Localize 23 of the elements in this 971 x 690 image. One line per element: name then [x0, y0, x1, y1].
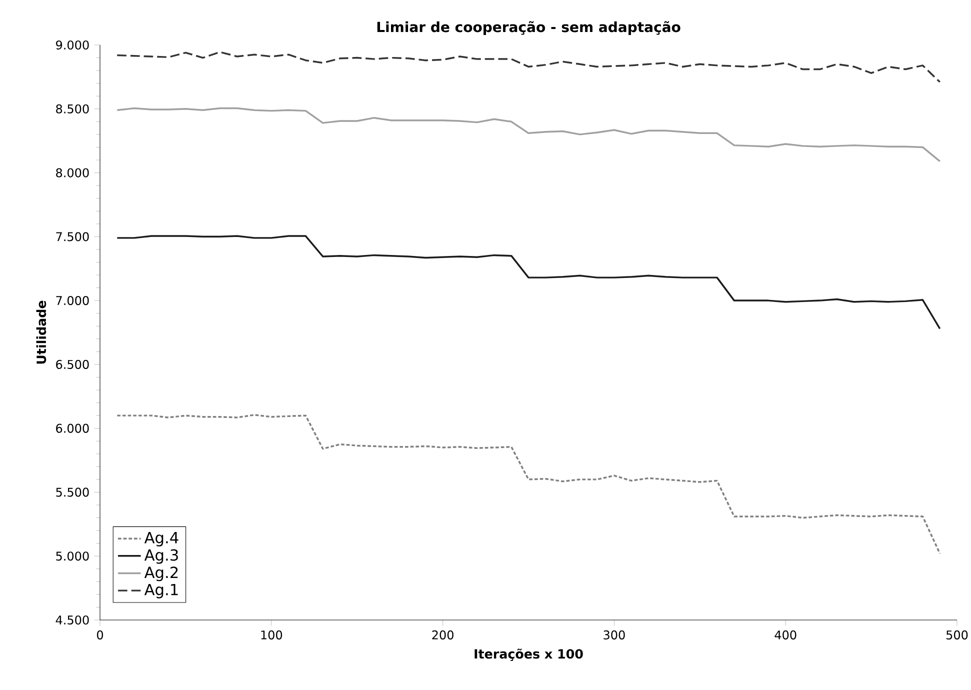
- x-tick-label: 200: [432, 630, 454, 640]
- x-tick-label: 300: [604, 630, 625, 640]
- x-tick-label: 0: [96, 630, 104, 640]
- y-tick-label: 5.500: [56, 488, 89, 497]
- y-tick-label: 6.000: [56, 424, 89, 433]
- legend-label: Ag.4: [144, 532, 178, 546]
- legend-label: Ag.1: [144, 584, 178, 598]
- y-tick-label: 4.500: [56, 615, 89, 625]
- legend-label: Ag.3: [144, 549, 178, 564]
- y-tick-label: 8.500: [56, 104, 89, 114]
- y-tick-label: 9.000: [56, 40, 89, 50]
- y-tick-label: 6.500: [56, 360, 89, 369]
- x-tick-label: 100: [261, 630, 282, 640]
- x-tick-label: 400: [774, 630, 796, 640]
- y-tick-label: 5.000: [56, 552, 89, 561]
- y-tick-label: 8.000: [56, 168, 89, 178]
- y-axis-title: Utilidade: [36, 300, 46, 364]
- y-tick-label: 7.500: [56, 232, 89, 242]
- x-tick-label: 500: [946, 630, 968, 640]
- y-tick-label: 7.000: [56, 296, 89, 306]
- legend-label: Ag.2: [144, 566, 178, 582]
- x-axis-title: Iterações x 100: [474, 648, 583, 661]
- chart-title: Limiar de cooperação - sem adaptação: [377, 21, 680, 35]
